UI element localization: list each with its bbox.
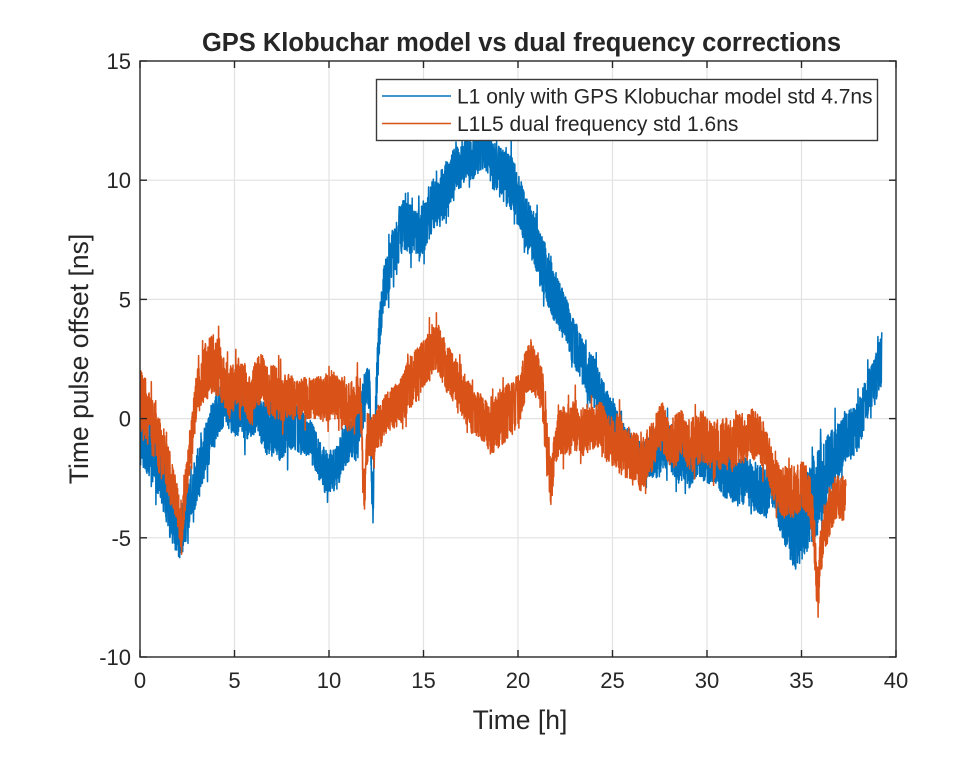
svg-text:35: 35 — [789, 668, 813, 693]
svg-text:Time [h]: Time [h] — [473, 705, 568, 735]
svg-text:L1 only with GPS Klobuchar mod: L1 only with GPS Klobuchar model std 4.7… — [457, 86, 873, 109]
svg-text:0: 0 — [134, 668, 146, 693]
svg-text:Time pulse offset [ns]: Time pulse offset [ns] — [64, 234, 94, 484]
svg-text:-5: -5 — [111, 526, 131, 551]
svg-text:15: 15 — [107, 49, 131, 74]
svg-text:10: 10 — [317, 668, 341, 693]
svg-text:GPS Klobuchar model vs dual fr: GPS Klobuchar model vs dual frequency co… — [202, 29, 841, 57]
svg-text:5: 5 — [228, 668, 240, 693]
svg-text:5: 5 — [119, 287, 131, 312]
svg-text:40: 40 — [884, 668, 908, 693]
svg-text:20: 20 — [506, 668, 530, 693]
svg-text:25: 25 — [600, 668, 624, 693]
svg-text:0: 0 — [119, 407, 131, 432]
svg-text:15: 15 — [411, 668, 435, 693]
svg-text:-10: -10 — [99, 645, 131, 670]
svg-text:10: 10 — [107, 168, 131, 193]
svg-text:30: 30 — [695, 668, 719, 693]
svg-text:L1L5 dual frequency std 1.6ns: L1L5 dual frequency std 1.6ns — [457, 113, 738, 136]
